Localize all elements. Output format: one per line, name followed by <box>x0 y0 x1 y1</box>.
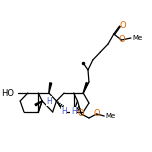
Text: HO: HO <box>1 88 14 97</box>
Polygon shape <box>83 83 88 93</box>
Text: O: O <box>93 109 100 119</box>
Text: O: O <box>118 36 125 45</box>
Text: H: H <box>71 107 77 116</box>
Text: Me: Me <box>133 35 143 41</box>
Text: O: O <box>78 109 85 119</box>
Text: O: O <box>119 21 126 31</box>
Polygon shape <box>35 101 42 106</box>
Text: H: H <box>61 107 67 116</box>
Text: H: H <box>46 97 52 105</box>
Text: Me: Me <box>106 113 116 119</box>
Polygon shape <box>49 83 52 93</box>
